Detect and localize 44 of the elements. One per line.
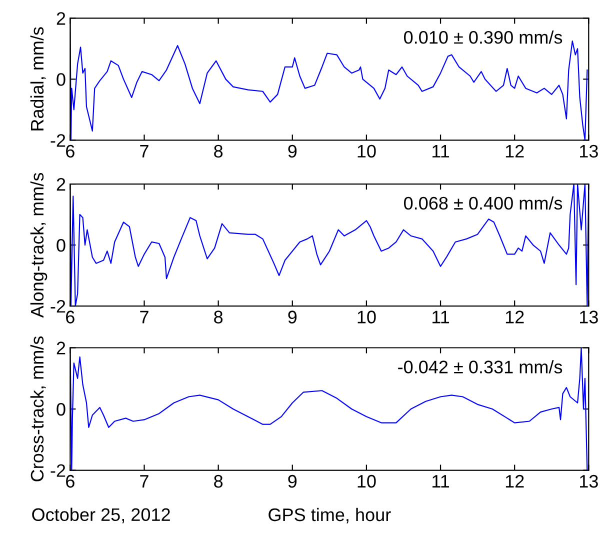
x-tick-label: 6 [66,144,74,158]
x-tick-label: 12 [506,144,524,158]
x-tick-label: 11 [432,310,450,324]
x-tick-label: 6 [66,310,74,324]
y-tick-label: -2 [50,300,66,313]
y-axis-title: Radial, mm/s [30,27,46,130]
y-tick-label: 2 [56,178,66,191]
x-tick-label: 8 [214,144,223,158]
annotation: 0.010 ± 0.390 mm/s [404,30,562,44]
x-tick-label: 12 [506,310,524,324]
line-series [70,18,588,140]
y-tick-label: -2 [50,134,66,147]
x-tick-label: 6 [66,474,74,488]
x-tick-label: 8 [214,310,223,324]
x-tick-label: 7 [140,145,148,158]
x-tick-label: 9 [288,474,297,488]
x-tick-label: 8 [214,474,223,488]
x-axis-title: GPS time, hour [268,508,391,524]
x-tick-label: 11 [432,145,450,158]
y-axis-title: Cross-track, mm/s [30,336,46,482]
x-tick-label: 7 [140,475,148,488]
x-tick-label: 10 [358,144,376,158]
y-axis-title: Along-track, mm/s [30,172,48,318]
x-tick-label: 13 [580,474,598,488]
y-tick-label: 0 [56,238,66,252]
x-tick-label: 12 [506,474,524,488]
x-tick-label: 10 [358,310,376,324]
y-tick-label: 0 [56,402,66,416]
text: October 25, 2012 [32,508,170,524]
y-tick-label: -2 [50,464,66,477]
y-tick-label: 0 [56,73,66,86]
annotation: -0.042 ± 0.331 mm/s [398,360,562,374]
x-tick-label: 13 [580,310,598,324]
x-tick-label: 13 [580,144,598,158]
annotation: 0.068 ± 0.400 mm/s [404,196,562,210]
x-tick-label: 10 [358,474,376,488]
x-tick-label: 7 [140,310,148,324]
y-tick-label: 2 [56,342,66,354]
line-series [70,184,589,306]
x-tick-label: 9 [288,144,297,158]
y-tick-label: 2 [56,12,66,25]
line-series [70,348,588,470]
x-tick-label: 9 [288,310,297,324]
x-tick-label: 11 [432,475,450,488]
